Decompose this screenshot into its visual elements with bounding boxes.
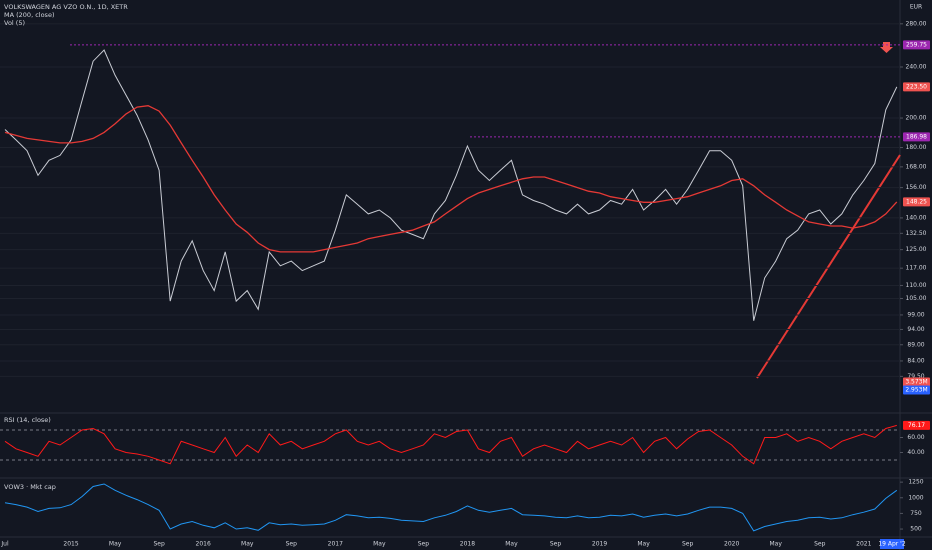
chart-layer: 280.00 240.00 200.00 180.00 168.00 156.00 140.… [0, 20, 930, 549]
y-tick-label: 125.00 [906, 246, 927, 253]
mktcap-title: VOW3 · Mkt cap [4, 483, 56, 491]
x-tick-label: Sep [550, 541, 562, 548]
axis-badge-label: 3.573M [905, 379, 927, 386]
y-tick-label: 99.00 [907, 311, 924, 318]
rsi-title: RSI (14, close) [4, 416, 51, 424]
y-tick-label: 500 [910, 526, 922, 533]
y-tick-label: 280.00 [906, 20, 927, 27]
x-tick-label: 2020 [724, 541, 739, 548]
y-tick-label: 1000 [908, 494, 923, 501]
x-tick-label: 2015 [63, 541, 78, 548]
y-tick-label: 750 [910, 510, 922, 517]
y-tick-label: 40.00 [907, 449, 924, 456]
x-tick-label: 2019 [592, 541, 607, 548]
axis-badge [903, 197, 930, 207]
x-tick-label: 2021 [856, 541, 871, 548]
y-tick-label: 94.00 [907, 326, 924, 333]
axis-badge-label: 148.25 [906, 198, 927, 205]
y-tick-label: 105.00 [906, 295, 927, 302]
axis-badge [903, 385, 930, 395]
x-tick-label: May [769, 541, 782, 548]
currency-label: EUR [910, 4, 922, 11]
y-tick-label: 110.00 [906, 282, 927, 289]
x-tick-label: 2016 [196, 541, 211, 548]
axis-badge-label: 2.953M [905, 387, 927, 394]
axis-badge-label: 186.98 [906, 133, 927, 140]
indicator-ma-title: MA (200, close) [4, 11, 54, 19]
y-tick-label: 89.00 [907, 341, 924, 348]
y-tick-label: 168.00 [906, 163, 927, 170]
cursor-date-badge [880, 539, 904, 549]
y-tick-label: 79.50 [907, 373, 924, 380]
y-tick-label: 180.00 [906, 144, 927, 151]
axis-badge [903, 40, 930, 50]
x-tick-label: Sep [682, 541, 694, 548]
x-tick-label: May [373, 541, 386, 548]
y-tick-label: 84.00 [907, 357, 924, 364]
series-line [4, 424, 897, 465]
x-tick-label: 2017 [328, 541, 343, 548]
x-tick-label: May [109, 541, 122, 548]
series-line [4, 49, 898, 321]
trend-line [756, 154, 901, 379]
series-line [4, 105, 898, 253]
y-tick-label: 1250 [908, 479, 923, 486]
cursor-date: 19 Apr '2 [878, 541, 905, 548]
axis-badge [903, 132, 930, 142]
axis-badge-label: 76.17 [908, 422, 925, 429]
y-tick-label: 240.00 [906, 63, 927, 70]
y-tick-label: 140.00 [906, 214, 927, 221]
x-tick-label: Sep [153, 541, 165, 548]
y-tick-label: 117.00 [906, 265, 927, 272]
axis-badge [903, 377, 930, 387]
x-tick-label: Sep [418, 541, 430, 548]
x-tick-label: Sep [814, 541, 826, 548]
x-tick-label: Jul [0, 541, 9, 548]
x-tick-label: May [241, 541, 254, 548]
x-tick-label: May [505, 541, 518, 548]
indicator-vol-title: Vol (5) [4, 19, 25, 27]
y-tick-label: 132.50 [906, 230, 927, 237]
y-tick-label: 200.00 [906, 115, 927, 122]
axis-badge-label: 259.75 [906, 41, 927, 48]
axis-badge-label: 223.50 [906, 83, 927, 90]
y-tick-label: 60.00 [907, 434, 924, 441]
x-tick-label: 2018 [460, 541, 475, 548]
series-line [4, 483, 898, 532]
x-tick-label: May [637, 541, 650, 548]
y-tick-label: 156.00 [906, 184, 927, 191]
x-tick-label: Sep [286, 541, 298, 548]
symbol-title: VOLKSWAGEN AG VZO O.N., 1D, XETR [4, 3, 128, 11]
axis-badge [903, 420, 930, 430]
axis-badge [903, 82, 930, 92]
